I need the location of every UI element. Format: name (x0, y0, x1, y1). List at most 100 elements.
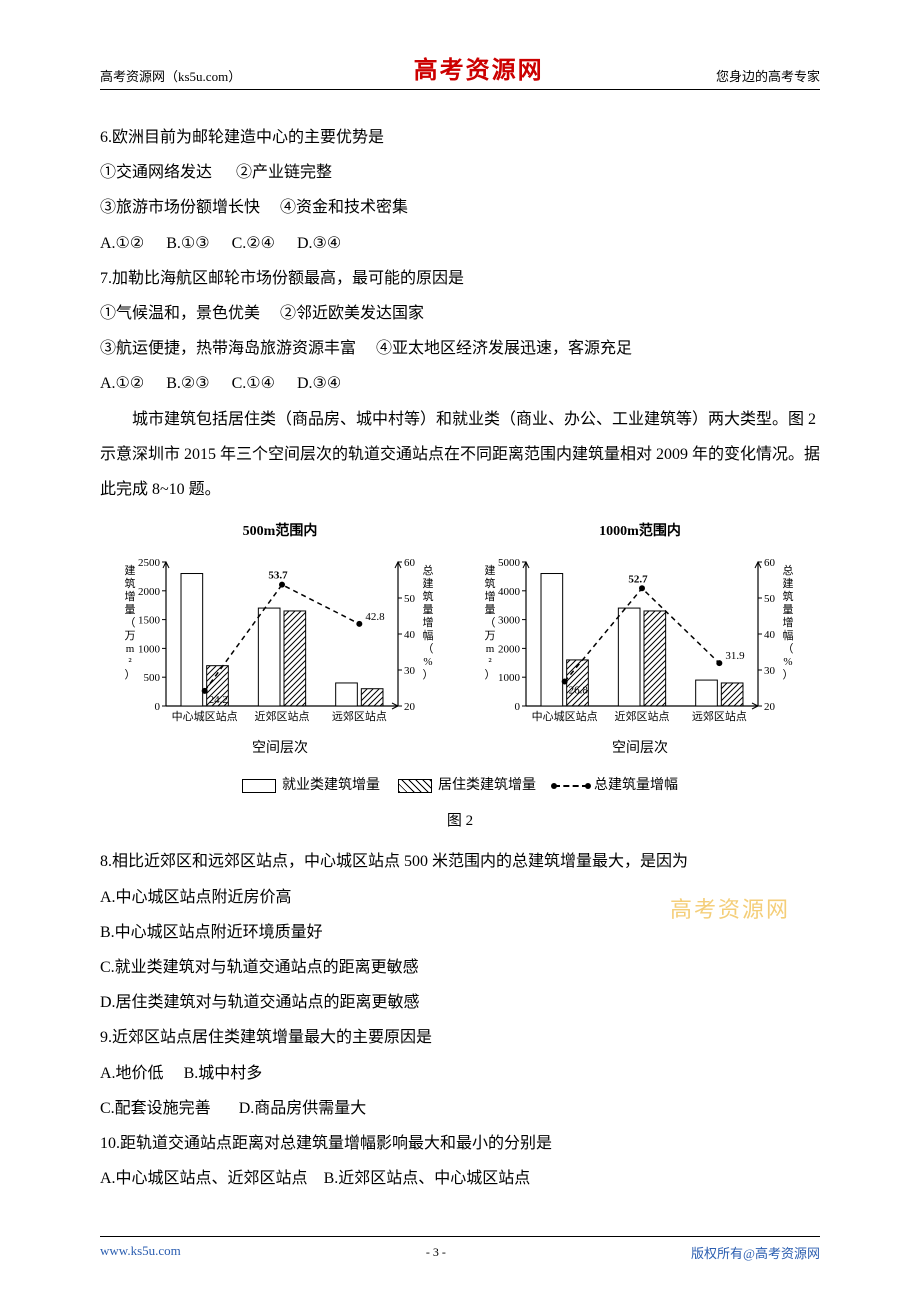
svg-text:万: 万 (485, 630, 496, 642)
svg-text:总: 总 (423, 563, 434, 577)
q9-A: A.地价低 (100, 1065, 164, 1082)
svg-text:60: 60 (764, 557, 776, 569)
svg-text:增: 增 (125, 589, 136, 603)
page-footer: www.ks5u.com - 3 - 版权所有@高考资源网 (100, 1236, 820, 1262)
svg-text:远郊区站点: 远郊区站点 (692, 709, 747, 723)
svg-text:增: 增 (783, 615, 794, 629)
svg-text:53.7: 53.7 (268, 570, 288, 582)
svg-text:20: 20 (764, 701, 776, 713)
q6-optC: C.②④ (232, 235, 275, 252)
footer-left: www.ks5u.com (100, 1243, 181, 1259)
q7-optA: A.①② (100, 375, 144, 392)
svg-text:量: 量 (783, 603, 794, 616)
footer-right: 版权所有@高考资源网 (691, 1243, 820, 1262)
svg-text:m: m (486, 643, 495, 655)
svg-text:30: 30 (404, 665, 416, 677)
legend-residential: 居住类建筑增量 (398, 771, 536, 802)
svg-text:²: ² (128, 656, 132, 668)
legend-line-swatch (554, 785, 588, 787)
q10-B: B.近郊区站点、中心城区站点 (324, 1170, 531, 1187)
legend-employment-label: 就业类建筑增量 (282, 771, 380, 802)
svg-text:50: 50 (764, 593, 776, 605)
q6-i4: ④资金和技术密集 (280, 199, 408, 216)
svg-text:2000: 2000 (498, 643, 521, 655)
q9-row2: C.配套设施完善 D.商品房供需量大 (100, 1091, 820, 1126)
svg-text:增: 增 (485, 589, 496, 603)
svg-text:40: 40 (404, 629, 416, 641)
q7-items-row1: ①气候温和，景色优美 ②邻近欧美发达国家 (100, 296, 820, 331)
svg-text:建: 建 (423, 576, 434, 590)
svg-text:筑: 筑 (783, 589, 794, 603)
svg-text:远郊区站点: 远郊区站点 (332, 709, 387, 723)
legend-residential-swatch (398, 779, 432, 793)
q9-D: D.商品房供需量大 (239, 1100, 367, 1117)
q7-i3: ③航运便捷，热带海岛旅游资源丰富 (100, 340, 356, 357)
chart-1000m: 1000m范围内 0 1000 2000 3000 4000 5000 20 30 40 50 60… (480, 517, 800, 765)
svg-text:500: 500 (144, 672, 161, 684)
q6-optA: A.①② (100, 235, 144, 252)
legend-line: 总建筑量增幅 (554, 771, 678, 802)
svg-text:50: 50 (404, 593, 416, 605)
svg-text:26.8: 26.8 (569, 684, 589, 696)
q9-C: C.配套设施完善 (100, 1100, 211, 1117)
chart-1000m-title: 1000m范围内 (599, 517, 681, 548)
svg-text:%: % (423, 656, 432, 668)
svg-text:2500: 2500 (138, 557, 161, 569)
svg-text:%: % (783, 656, 792, 668)
svg-text:1000: 1000 (498, 672, 521, 684)
figure-2: 500m范围内 050010001500200025002030405060建筑… (100, 517, 820, 838)
svg-text:增: 增 (423, 615, 434, 629)
q8-stem: 8.相比近郊区和远郊区站点，中心城区站点 500 米范围内的总建筑增量最大，是因… (100, 844, 820, 879)
page-header: 高考资源网（ks5u.com） 高考资源网 您身边的高考专家 (100, 50, 820, 90)
footer-page-number: - 3 - (181, 1245, 691, 1260)
legend-residential-label: 居住类建筑增量 (438, 771, 536, 802)
svg-text:近郊区站点: 近郊区站点 (255, 709, 310, 723)
svg-text:3000: 3000 (498, 614, 521, 626)
header-left: 高考资源网（ks5u.com） (100, 66, 241, 85)
svg-text:总: 总 (783, 563, 794, 577)
q9-B: B.城中村多 (184, 1065, 263, 1082)
q7-i1: ①气候温和，景色优美 (100, 305, 260, 322)
svg-text:）: ） (783, 668, 794, 681)
svg-text:40: 40 (764, 629, 776, 641)
q7-items-row2: ③航运便捷，热带海岛旅游资源丰富 ④亚太地区经济发展迅速，客源充足 (100, 331, 820, 366)
q6-i2: ②产业链完整 (236, 164, 332, 181)
q7-optD: D.③④ (297, 375, 341, 392)
svg-text:1500: 1500 (138, 614, 161, 626)
svg-text:筑: 筑 (125, 576, 136, 590)
q8-C: C.就业类建筑对与轨道交通站点的距离更敏感 (100, 950, 820, 985)
svg-text:30: 30 (764, 665, 776, 677)
q10-A: A.中心城区站点、近郊区站点 (100, 1170, 308, 1187)
svg-text:31.9: 31.9 (725, 650, 745, 662)
svg-text:20: 20 (404, 701, 416, 713)
svg-text:）: ） (125, 668, 136, 681)
svg-text:建: 建 (485, 563, 496, 577)
q6-items-row2: ③旅游市场份额增长快 ④资金和技术密集 (100, 190, 820, 225)
q6-items-row1: ①交通网络发达 ②产业链完整 (100, 155, 820, 190)
svg-text:0: 0 (155, 701, 161, 713)
svg-text:5000: 5000 (498, 557, 521, 569)
q7-i2: ②邻近欧美发达国家 (280, 305, 424, 322)
q7-options: A.①② B.②③ C.①④ D.③④ (100, 366, 820, 401)
svg-text:4000: 4000 (498, 586, 521, 598)
header-right: 您身边的高考专家 (716, 66, 820, 85)
chart-500m: 500m范围内 050010001500200025002030405060建筑… (120, 517, 440, 765)
svg-text:）: ） (423, 668, 434, 681)
svg-text:m: m (126, 643, 135, 655)
svg-text:42.8: 42.8 (365, 611, 385, 623)
svg-text:1000: 1000 (138, 643, 161, 655)
svg-text:中心城区站点: 中心城区站点 (172, 709, 238, 723)
q6-stem: 6.欧洲目前为邮轮建造中心的主要优势是 (100, 120, 820, 155)
svg-text:万: 万 (125, 630, 136, 642)
q10-row1: A.中心城区站点、近郊区站点 B.近郊区站点、中心城区站点 (100, 1161, 820, 1196)
legend-line-label: 总建筑量增幅 (594, 771, 678, 802)
svg-text:0: 0 (515, 701, 521, 713)
q7-stem: 7.加勒比海航区邮轮市场份额最高，最可能的原因是 (100, 261, 820, 296)
q6-i1: ①交通网络发达 (100, 164, 212, 181)
svg-text:筑: 筑 (423, 589, 434, 603)
svg-text:）: ） (485, 668, 496, 681)
q8-D: D.居住类建筑对与轨道交通站点的距离更敏感 (100, 985, 820, 1020)
svg-text:中心城区站点: 中心城区站点 (532, 709, 598, 723)
q9-row1: A.地价低 B.城中村多 (100, 1056, 820, 1091)
svg-text:幅: 幅 (423, 629, 434, 642)
